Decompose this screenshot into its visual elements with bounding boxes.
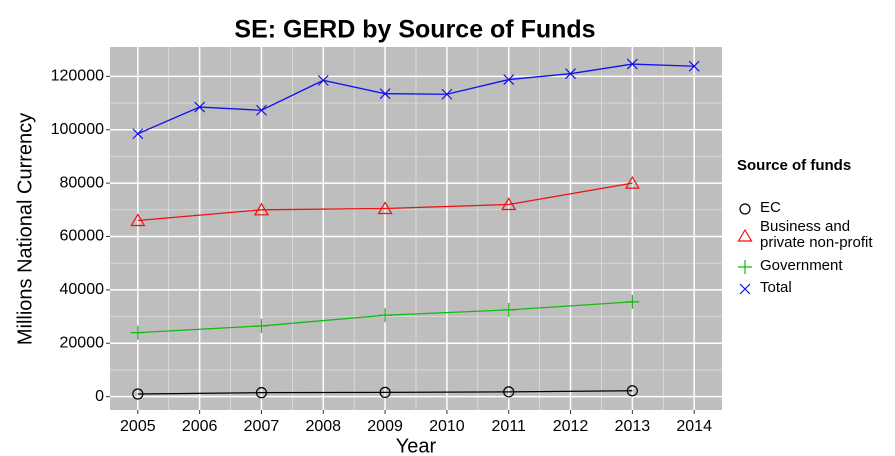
marker	[254, 318, 269, 333]
marker	[253, 202, 270, 216]
marker	[379, 88, 391, 100]
marker	[565, 68, 576, 80]
marker	[503, 74, 515, 85]
x-tick-label: 2008	[305, 418, 341, 435]
y-tick-label: 100000	[51, 121, 104, 138]
marker	[256, 104, 267, 116]
chart-title: SE: GERD by Source of Funds	[234, 16, 595, 44]
marker	[317, 74, 329, 86]
y-tick-label: 40000	[60, 281, 105, 298]
x-tick-label: 2014	[676, 418, 712, 435]
legend-label: EC	[760, 199, 781, 216]
marker	[501, 302, 516, 317]
legend-marker	[739, 283, 751, 295]
marker	[688, 60, 700, 72]
y-axis-label: Millions National Currency	[14, 113, 36, 345]
marker	[501, 197, 517, 211]
x-axis-label: Year	[396, 435, 437, 456]
marker	[194, 101, 206, 113]
series-line	[137, 63, 695, 135]
x-tick-label: 2005	[120, 418, 156, 435]
x-tick-label: 2012	[553, 418, 589, 435]
legend-label: Business and private non-profit	[760, 218, 873, 251]
legend-title: Source of funds	[737, 157, 851, 174]
series-line	[137, 182, 633, 222]
x-tick-label: 2011	[492, 418, 527, 435]
x-tick-label: 2013	[615, 418, 651, 435]
legend-label: Total	[760, 279, 792, 296]
marker	[379, 386, 391, 398]
x-tick-label: 2009	[367, 418, 403, 435]
y-tick-label: 0	[95, 388, 104, 405]
legend-marker	[738, 260, 752, 274]
x-tick-label: 2006	[182, 418, 218, 435]
marker	[624, 175, 640, 189]
legend-label: Government	[760, 257, 843, 274]
marker	[626, 385, 638, 397]
marker	[132, 128, 144, 140]
marker	[626, 58, 638, 70]
y-tick-label: 120000	[51, 68, 104, 85]
y-tick-label: 20000	[60, 334, 105, 351]
series-line	[137, 390, 633, 395]
marker	[441, 88, 453, 100]
y-tick-label: 60000	[60, 228, 105, 245]
y-tick-label: 80000	[60, 174, 105, 191]
marker	[255, 387, 268, 399]
marker	[503, 386, 515, 398]
marker	[130, 325, 145, 340]
marker	[625, 294, 640, 309]
marker	[377, 201, 393, 215]
marker	[130, 213, 146, 227]
marker	[132, 388, 144, 400]
marker	[378, 308, 393, 323]
legend-marker	[737, 228, 753, 242]
legend-marker	[739, 203, 751, 215]
x-tick-label: 2007	[244, 418, 280, 435]
x-tick-label: 2010	[429, 418, 465, 435]
